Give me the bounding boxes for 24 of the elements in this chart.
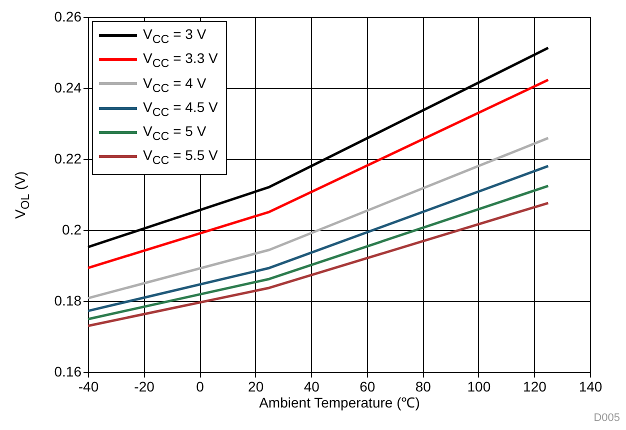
legend-label: V$_{CC}$ = 4.5 V: [142, 98, 218, 121]
text: D005: [594, 412, 620, 424]
y-tick-label: 0.22: [54, 150, 82, 166]
x-tick-label: -40: [78, 378, 99, 394]
legend-label: V$_{CC}$ = 3.3 V: [142, 49, 218, 72]
legend-label: V$_{CC}$ = 5 V: [142, 122, 208, 145]
y-tick-label: 0.18: [54, 292, 82, 308]
x-tick-label: 80: [415, 378, 432, 394]
x-axis-title: Ambient Temperature (℃): [259, 394, 420, 410]
x-tick-label: 120: [523, 378, 547, 394]
legend-label: V$_{CC}$ = 5.5 V: [142, 146, 218, 170]
y-tick-label: 0.2: [62, 222, 82, 238]
y-tick-label: 0.24: [54, 80, 82, 96]
x-tick-label: 60: [360, 378, 376, 394]
x-tick-label: 100: [467, 378, 491, 394]
legend-label: V$_{CC}$ = 3 V: [142, 25, 208, 48]
x-tick-label: 20: [248, 378, 264, 394]
y-tick-label: 0.16: [54, 364, 82, 380]
x-tick-label: -20: [134, 378, 155, 394]
x-tick-label: 40: [304, 378, 320, 394]
x-tick-label: 140: [578, 378, 602, 394]
y-tick-label: 0.26: [54, 8, 82, 24]
x-tick-label: 0: [196, 378, 204, 394]
legend-label: V$_{CC}$ = 4 V: [142, 74, 208, 96]
